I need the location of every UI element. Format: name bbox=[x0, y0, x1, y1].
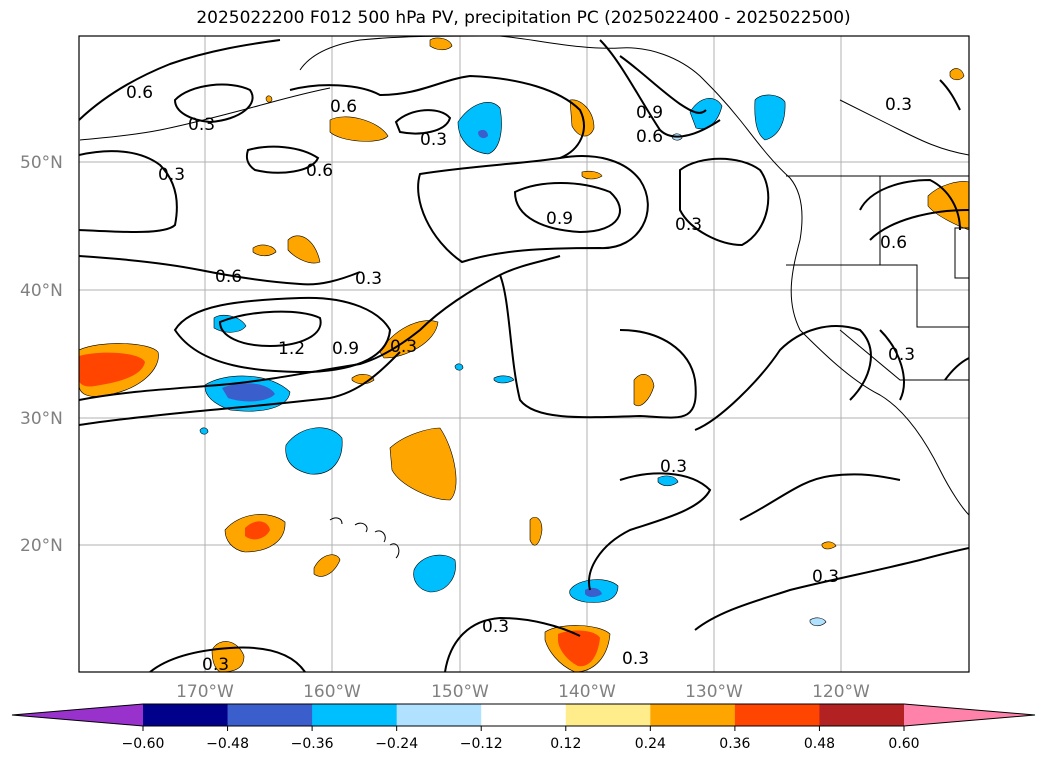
contour-0.3-west bbox=[79, 150, 178, 234]
lat-label: 50°N bbox=[20, 153, 63, 173]
lon-label: 160°W bbox=[303, 682, 361, 702]
colorbar-tick-label: −0.48 bbox=[206, 736, 249, 752]
lon-label: 140°W bbox=[558, 682, 616, 702]
state-border-2 bbox=[880, 264, 969, 328]
contour-label: 0.3 bbox=[675, 215, 702, 235]
colorbar-segment bbox=[143, 704, 229, 726]
contour-0.6-north bbox=[79, 39, 281, 121]
contour-0.3-rockies bbox=[869, 209, 969, 241]
contour-label: 0.6 bbox=[126, 83, 153, 103]
contour-0.3-edge bbox=[944, 357, 969, 381]
contour-0.3-south bbox=[79, 351, 401, 426]
colorbar-segment bbox=[227, 704, 313, 726]
contour-1.2-loop bbox=[218, 310, 322, 348]
contour-label: 0.6 bbox=[215, 267, 242, 287]
contour-0.3-southwest bbox=[444, 616, 581, 672]
contour-label: 1.2 bbox=[278, 339, 305, 359]
colorbar-tick-label: 0.60 bbox=[888, 736, 919, 752]
contour-0.3-mid-south bbox=[499, 274, 697, 419]
colorbar-tick-label: −0.36 bbox=[291, 736, 334, 752]
contour-0.3-southeast bbox=[588, 472, 712, 591]
contour-label: 0.3 bbox=[812, 567, 839, 587]
contour-0.3-loop-a bbox=[173, 83, 254, 124]
colorbar-segment bbox=[481, 704, 567, 726]
contour-label: 0.6 bbox=[306, 161, 333, 181]
colorbar-segment bbox=[819, 704, 905, 726]
contour-0.3-loop-c bbox=[394, 109, 452, 135]
colorbar-tick-label: 0.36 bbox=[719, 736, 750, 752]
contour-0.3-tropical-b bbox=[739, 473, 901, 521]
contour-0.6-rockies bbox=[859, 178, 961, 231]
contour-label: 0.3 bbox=[390, 337, 417, 357]
colorbar-segment bbox=[396, 704, 482, 726]
map-frame bbox=[78, 35, 970, 673]
lat-label: 30°N bbox=[20, 409, 63, 429]
contour-0.3-tropical bbox=[694, 547, 969, 631]
contour-0.6-loop-b bbox=[245, 145, 320, 174]
colorbar-tick-label: 0.48 bbox=[804, 736, 835, 752]
colorbar-tick-label: −0.24 bbox=[375, 736, 418, 752]
contour-label: 0.3 bbox=[482, 617, 509, 637]
colorbar-tick-label: 0.12 bbox=[550, 736, 581, 752]
contour-label: 0.9 bbox=[546, 209, 573, 229]
pv-contours bbox=[79, 39, 969, 672]
lon-label: 170°W bbox=[176, 682, 234, 702]
contour-label: 0.6 bbox=[330, 97, 357, 117]
longitude-labels: 170°W 160°W 150°W 140°W 130°W 120°W bbox=[176, 682, 870, 702]
colorbar-extend-max bbox=[904, 704, 1035, 726]
colorbar-extend-min bbox=[12, 704, 143, 726]
contour-label: 0.3 bbox=[885, 95, 912, 115]
contour-label: 0.3 bbox=[888, 345, 915, 365]
colorbar-segment bbox=[734, 704, 820, 726]
contour-0.9-loop bbox=[173, 296, 392, 374]
contour-0.3-loop-d bbox=[679, 157, 770, 247]
contour-labels: 0.6 0.3 0.6 0.3 0.3 0.6 0.9 0.6 0.3 0.9 … bbox=[126, 83, 915, 675]
contour-0.3-mid bbox=[289, 74, 585, 159]
contour-label: 0.3 bbox=[188, 115, 215, 135]
colorbar-tick-label: −0.12 bbox=[460, 736, 503, 752]
contour-label: 0.3 bbox=[158, 165, 185, 185]
contour-0.3-east bbox=[694, 325, 872, 431]
contour-label: 0.3 bbox=[355, 269, 382, 289]
colorbar-segment bbox=[312, 704, 398, 726]
coastlines bbox=[79, 36, 969, 559]
contour-label: 0.3 bbox=[660, 457, 687, 477]
contour-label: 0.6 bbox=[880, 233, 907, 253]
map-title: 2025022200 F012 500 hPa PV, precipitatio… bbox=[196, 8, 851, 28]
contour-0.3-southwest-us bbox=[879, 329, 905, 401]
contour-0.9 bbox=[417, 155, 649, 264]
colorbar: −0.60 −0.48 −0.36 −0.24 −0.12 0.12 0.24 0.36 0.4… bbox=[11, 703, 1036, 752]
ocean-background bbox=[79, 36, 969, 672]
contour-label: 0.3 bbox=[420, 130, 447, 150]
latitude-labels: 50°N 40°N 30°N 20°N bbox=[20, 153, 63, 556]
contour-0.3-far-south bbox=[149, 646, 306, 672]
lon-label: 150°W bbox=[431, 682, 489, 702]
map-area: 0.6 0.3 0.6 0.3 0.3 0.6 0.9 0.6 0.3 0.9 … bbox=[79, 36, 969, 675]
contour-0.6-alaska bbox=[599, 39, 721, 138]
state-border-4 bbox=[954, 227, 969, 279]
colorbar-segment bbox=[565, 704, 651, 726]
hawaii-islands bbox=[329, 517, 400, 559]
contour-label: 0.3 bbox=[202, 655, 229, 675]
colorbar-segment bbox=[650, 704, 736, 726]
contour-0.9-inner bbox=[513, 182, 621, 234]
contour-label: 0.3 bbox=[622, 649, 649, 669]
lat-label: 40°N bbox=[20, 281, 63, 301]
contour-label: 0.9 bbox=[636, 103, 663, 123]
canada-interior-border bbox=[839, 99, 969, 156]
colorbar-tick-label: −0.60 bbox=[122, 736, 165, 752]
lon-label: 120°W bbox=[812, 682, 870, 702]
north-america-west-coast bbox=[499, 36, 969, 516]
lat-label: 20°N bbox=[20, 536, 63, 556]
contour-0.6-central bbox=[79, 255, 361, 286]
colorbar-tick-label: 0.24 bbox=[635, 736, 666, 752]
precip-negative-anomalies bbox=[199, 94, 827, 627]
contour-label: 0.9 bbox=[332, 339, 359, 359]
contour-label: 0.6 bbox=[636, 127, 663, 147]
contour-0.3-northeast bbox=[939, 79, 961, 111]
aleutian-chain bbox=[79, 87, 331, 141]
lon-label: 130°W bbox=[685, 682, 743, 702]
contour-0.9-alaska bbox=[619, 55, 707, 114]
